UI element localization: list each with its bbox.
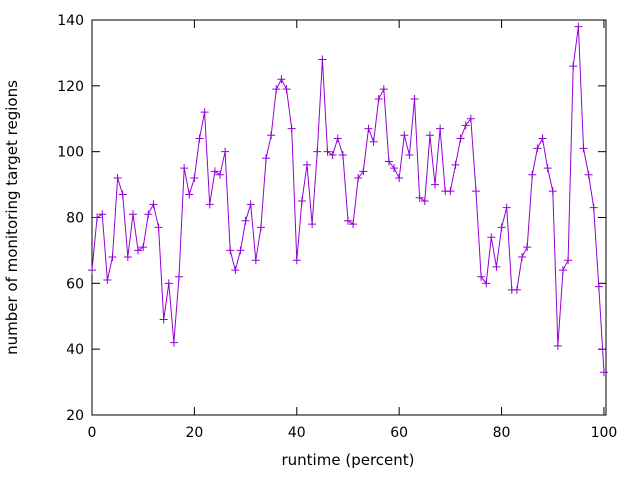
y-axis-title: number of monitoring target regions: [3, 80, 21, 355]
x-tick-label: 80: [493, 425, 511, 441]
y-tick-label: 120: [57, 79, 84, 95]
y-tick-label: 80: [66, 211, 84, 227]
y-tick-label: 20: [66, 408, 84, 424]
y-tick-label: 100: [57, 145, 84, 161]
x-tick-label: 60: [390, 425, 408, 441]
x-tick-label: 40: [288, 425, 306, 441]
data-point-markers: [88, 22, 608, 377]
x-tick-label: 100: [591, 425, 618, 441]
y-tick-label: 40: [66, 342, 84, 358]
x-axis-title: runtime (percent): [282, 451, 415, 469]
x-tick-label: 0: [88, 425, 97, 441]
y-tick-label: 60: [66, 276, 84, 292]
y-tick-label: 140: [57, 13, 84, 29]
x-tick-label: 20: [185, 425, 203, 441]
